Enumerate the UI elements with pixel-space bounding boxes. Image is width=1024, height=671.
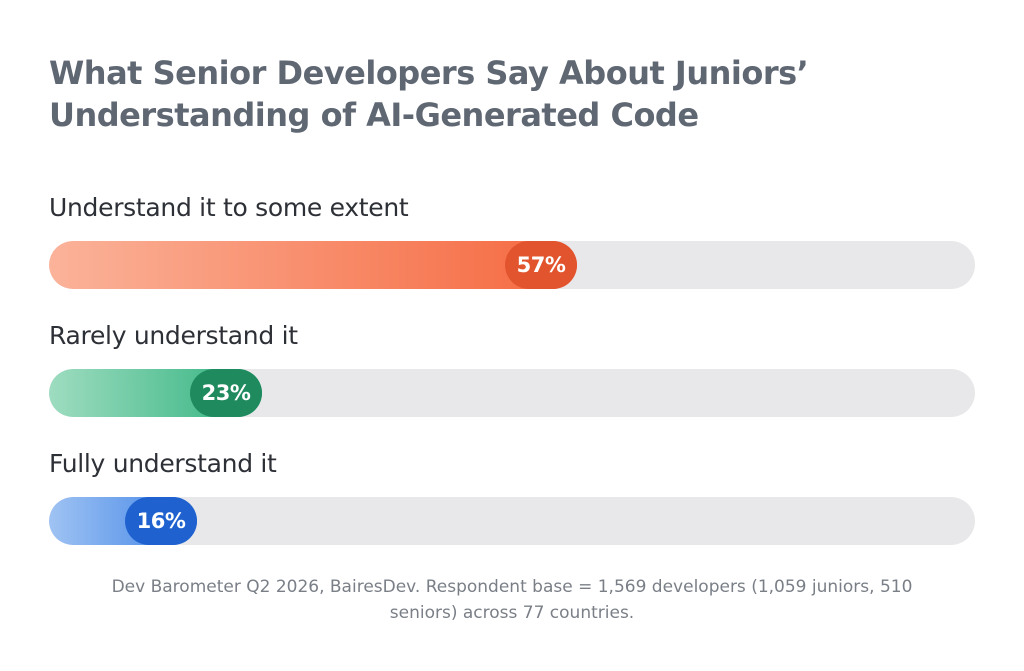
bar-label-fully-understand: Fully understand it (49, 449, 277, 478)
chart-title-line-1: What Senior Developers Say About Juniors… (49, 54, 809, 92)
chart-title: What Senior Developers Say About Juniors… (49, 52, 949, 136)
bar-fill-understand-some-extent (49, 241, 577, 289)
bar-track-fully-understand: 16% (49, 497, 975, 545)
footnote-line-1: Dev Barometer Q2 2026, BairesDev. Respon… (111, 577, 913, 597)
footnote-line-2: seniors) across 77 countries. (389, 603, 635, 623)
chart-title-line-2: Understanding of AI-Generated Code (49, 96, 699, 134)
source-footnote: Dev Barometer Q2 2026, BairesDev. Respon… (60, 574, 964, 626)
bar-value-pill-fully-understand: 16% (125, 497, 197, 545)
bar-track-understand-some-extent: 57% (49, 241, 975, 289)
bar-value-pill-understand-some-extent: 57% (505, 241, 577, 289)
bar-label-understand-some-extent: Understand it to some extent (49, 193, 409, 222)
bar-label-rarely-understand: Rarely understand it (49, 321, 298, 350)
bar-value-pill-rarely-understand: 23% (190, 369, 262, 417)
bar-track-rarely-understand: 23% (49, 369, 975, 417)
